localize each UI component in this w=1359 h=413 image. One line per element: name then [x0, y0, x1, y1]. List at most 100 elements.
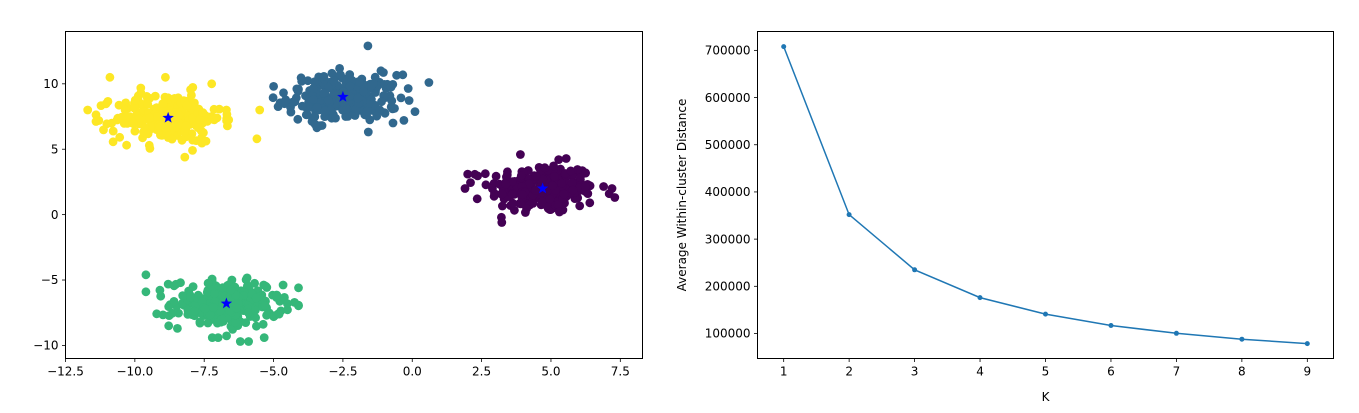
elbow-point-k4 [977, 295, 983, 301]
scatter-point [399, 116, 409, 125]
scatter-point [200, 304, 210, 313]
scatter-point [531, 171, 541, 181]
scatter-point [258, 319, 268, 329]
elbow-point-k1 [781, 44, 787, 50]
scatter-point [497, 189, 507, 199]
scatter-point [553, 200, 563, 210]
scatter-point [207, 79, 217, 89]
cluster-4 [83, 72, 265, 162]
scatter-point [507, 190, 517, 200]
scatter-point [105, 72, 115, 82]
scatter-point [210, 289, 219, 299]
scatter-point [540, 163, 550, 173]
scatter-point [580, 182, 590, 192]
scatter-point [201, 136, 211, 146]
scatter-point [554, 155, 564, 165]
scatter-point [232, 303, 241, 313]
scatter-point [537, 197, 547, 207]
scatter-point [155, 285, 165, 295]
scatter-point [170, 94, 180, 103]
elbow-point-k3 [912, 267, 918, 273]
x-tick-label: 7.5 [611, 365, 630, 379]
scatter-point [186, 292, 195, 302]
scatter-point [319, 72, 329, 81]
scatter-point [566, 166, 576, 176]
scatter-point [363, 41, 373, 51]
scatter-point [183, 310, 193, 319]
scatter-point [213, 333, 223, 342]
scatter-point [205, 310, 215, 320]
scatter-point [150, 91, 160, 101]
x-tick-label: 5 [1042, 365, 1050, 379]
scatter-point [302, 110, 312, 120]
x-tick-label: −5.0 [259, 365, 288, 379]
scatter-point [262, 310, 271, 320]
scatter-point [141, 287, 151, 297]
x-tick-label: −10.0 [116, 365, 153, 379]
scatter-point [472, 194, 482, 204]
scatter-x-axis: −12.5 −10.0 −7.5 −5.0 −2.5 0.0 2.5 5.0 7.5 [47, 358, 630, 379]
scatter-point [130, 102, 139, 112]
scatter-point [268, 93, 278, 103]
scatter-point [241, 318, 251, 327]
scatter-point [195, 115, 205, 124]
scatter-point [226, 285, 236, 295]
cluster-3 [141, 270, 303, 346]
scatter-point [545, 194, 555, 204]
scatter-point [310, 120, 320, 129]
scatter-point [575, 201, 585, 211]
scatter-point [283, 305, 292, 315]
scatter-point [244, 337, 254, 346]
elbow-point-k9 [1304, 341, 1310, 347]
scatter-point [398, 70, 408, 80]
elbow-point-k5 [1043, 311, 1048, 317]
y-tick-label: 100000 [705, 327, 751, 341]
scatter-point [218, 290, 227, 300]
scatter-point [91, 117, 101, 126]
cluster-2 [268, 41, 434, 137]
scatter-point [557, 178, 566, 188]
scatter-point [403, 84, 413, 93]
scatter-point [130, 95, 140, 105]
scatter-point [174, 119, 184, 128]
y-tick-label: 700000 [705, 44, 751, 58]
scatter-point [182, 101, 192, 110]
scatter-point [370, 72, 380, 82]
scatter-point [281, 96, 290, 106]
scatter-point [473, 171, 482, 181]
scatter-point [180, 152, 190, 162]
scatter-point [294, 283, 303, 293]
scatter-point [387, 96, 397, 106]
scatter-point [516, 150, 525, 159]
elbow-point-k2 [846, 212, 852, 218]
scatter-point [404, 96, 414, 105]
scatter-point [290, 298, 299, 307]
scatter-point [342, 104, 352, 114]
scatter-point [549, 161, 558, 171]
scatter-point [353, 93, 363, 103]
scatter-point [130, 126, 140, 136]
scatter-point [379, 68, 388, 77]
scatter-point [208, 303, 218, 312]
scatter-point [213, 318, 222, 328]
scatter-point [222, 331, 232, 341]
scatter-point [190, 306, 200, 316]
centroid-star [162, 111, 174, 123]
scatter-point [327, 68, 337, 78]
scatter-point [101, 99, 111, 109]
scatter-point [561, 154, 571, 163]
y-tick-label: −5 [41, 273, 59, 287]
scatter-point [259, 333, 269, 342]
scatter-point [350, 111, 360, 120]
scatter-point [362, 106, 372, 116]
scatter-plot-frame [65, 31, 643, 359]
scatter-point [366, 81, 376, 91]
scatter-point [142, 92, 152, 101]
scatter-point [568, 185, 578, 195]
scatter-point [521, 208, 530, 217]
scatter-point [294, 84, 303, 94]
scatter-point [363, 127, 373, 137]
scatter-point [336, 70, 345, 80]
elbow-point-k7 [1173, 330, 1179, 336]
